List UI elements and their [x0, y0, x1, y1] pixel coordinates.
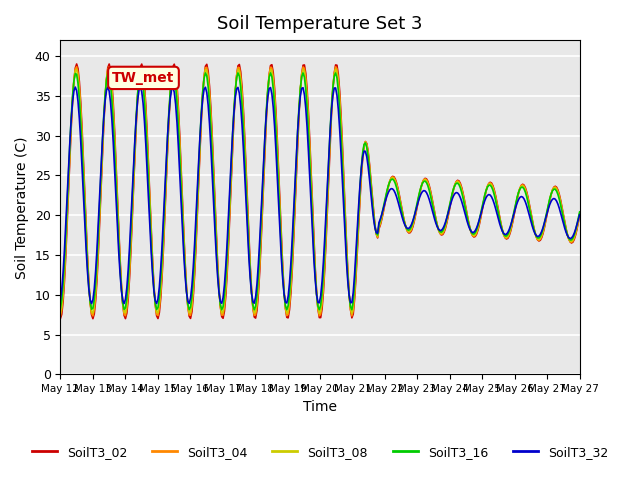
Line: SoilT3_04: SoilT3_04 [60, 67, 580, 316]
Text: TW_met: TW_met [112, 71, 175, 85]
SoilT3_02 [76, 79, 83, 84]
SoilT3_04 [325, 166, 333, 171]
SoilT3_08 [576, 211, 584, 216]
Line: SoilT3_16: SoilT3_16 [60, 73, 580, 310]
SoilT3_04 [428, 196, 436, 202]
SoilT3_16 [326, 127, 334, 132]
SoilT3_32 [576, 212, 584, 217]
Line: SoilT3_02: SoilT3_02 [60, 64, 580, 319]
SoilT3_02 [506, 233, 513, 239]
SoilT3_16 [56, 306, 64, 312]
Legend: SoilT3_02, SoilT3_04, SoilT3_08, SoilT3_16, SoilT3_32: SoilT3_02, SoilT3_04, SoilT3_08, SoilT3_… [27, 441, 613, 464]
SoilT3_08 [74, 73, 82, 79]
SoilT3_32 [76, 116, 83, 121]
SoilT3_04 [576, 211, 584, 217]
Title: Soil Temperature Set 3: Soil Temperature Set 3 [217, 15, 423, 33]
SoilT3_16 [267, 70, 275, 76]
SoilT3_08 [348, 311, 356, 316]
SoilT3_04 [573, 225, 580, 231]
SoilT3_04 [92, 292, 99, 298]
SoilT3_08 [56, 311, 64, 316]
SoilT3_08 [332, 66, 339, 72]
SoilT3_08 [507, 227, 515, 232]
SoilT3_16 [575, 216, 582, 221]
SoilT3_32 [88, 300, 95, 306]
SoilT3_04 [76, 84, 83, 90]
SoilT3_16 [90, 296, 98, 302]
SoilT3_02 [92, 298, 99, 303]
SoilT3_04 [506, 232, 513, 238]
SoilT3_08 [324, 194, 332, 200]
SoilT3_02 [573, 227, 580, 232]
SoilT3_08 [575, 217, 582, 223]
Line: SoilT3_32: SoilT3_32 [60, 87, 580, 303]
SoilT3_32 [56, 297, 64, 303]
SoilT3_08 [90, 303, 98, 309]
SoilT3_04 [56, 313, 64, 319]
SoilT3_32 [326, 127, 334, 133]
SoilT3_32 [575, 217, 582, 223]
SoilT3_32 [507, 223, 515, 229]
SoilT3_02 [576, 213, 584, 218]
SoilT3_08 [429, 204, 437, 210]
SoilT3_32 [93, 246, 101, 252]
SoilT3_02 [73, 61, 81, 67]
SoilT3_16 [429, 205, 437, 211]
SoilT3_02 [428, 194, 436, 200]
SoilT3_32 [72, 84, 79, 90]
SoilT3_04 [73, 64, 81, 70]
SoilT3_16 [507, 224, 515, 230]
SoilT3_02 [325, 171, 333, 177]
Line: SoilT3_08: SoilT3_08 [60, 69, 580, 313]
SoilT3_32 [429, 211, 437, 217]
Y-axis label: Soil Temperature (C): Soil Temperature (C) [15, 136, 29, 278]
SoilT3_02 [56, 316, 64, 322]
SoilT3_16 [283, 307, 291, 312]
SoilT3_16 [576, 209, 584, 215]
X-axis label: Time: Time [303, 400, 337, 414]
SoilT3_16 [74, 80, 82, 86]
